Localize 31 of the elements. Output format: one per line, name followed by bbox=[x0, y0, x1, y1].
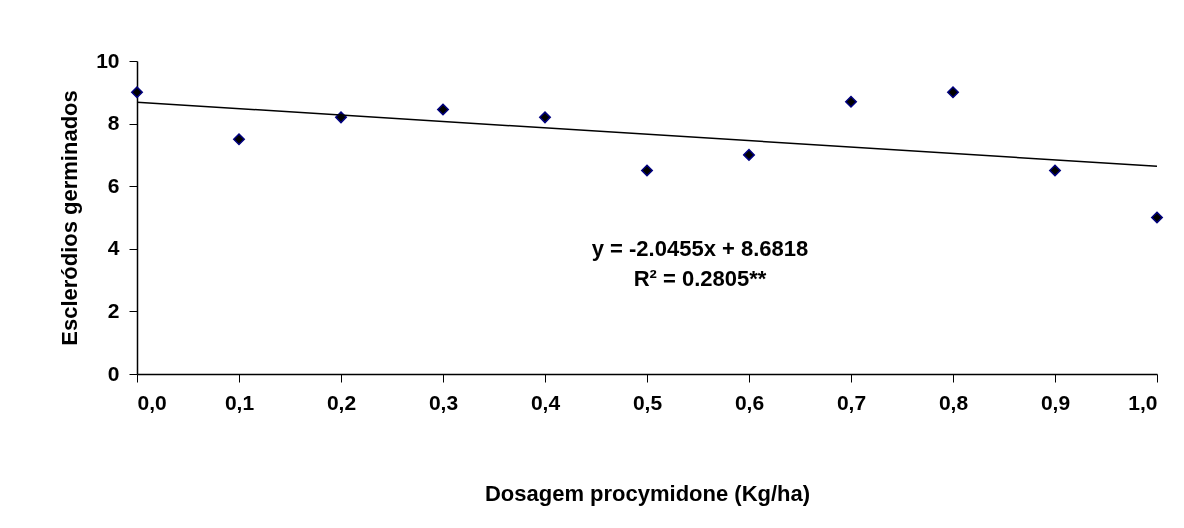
x-tick-label: 0,4 bbox=[530, 390, 561, 414]
y-tick-label: 8 bbox=[107, 111, 120, 135]
point bbox=[233, 133, 245, 146]
x-tick-label: 0,6 bbox=[734, 390, 765, 414]
point bbox=[845, 95, 857, 108]
y-tick-label: 10 bbox=[96, 48, 120, 72]
x-tick-label: 0,9 bbox=[1040, 390, 1071, 414]
annotation: y = -2.0455x + 8.6818 bbox=[591, 236, 809, 261]
x-tick-label: 0,8 bbox=[938, 390, 969, 414]
x-tick-label: 0,5 bbox=[632, 390, 663, 414]
y-tick-label: 2 bbox=[107, 298, 120, 322]
y-tick-label: 4 bbox=[107, 236, 120, 260]
x-tick-label: 0,2 bbox=[326, 390, 357, 414]
point bbox=[947, 86, 959, 99]
y-tick-label: 0 bbox=[107, 361, 120, 385]
y-axis-title: Escleródios germinados bbox=[57, 90, 83, 346]
point bbox=[1049, 164, 1061, 177]
x-tick-label: 0,3 bbox=[428, 390, 459, 414]
x-axis-title: Dosagem procymidone (Kg/ha) bbox=[484, 480, 811, 506]
point bbox=[437, 103, 449, 116]
point bbox=[131, 86, 143, 99]
x-tick-label: 0,1 bbox=[224, 390, 255, 414]
x-tick-label: 1,0 bbox=[1128, 390, 1158, 414]
point bbox=[539, 111, 551, 124]
point bbox=[743, 148, 755, 161]
x-tick-label: 0,7 bbox=[836, 390, 867, 414]
point bbox=[641, 164, 653, 177]
point bbox=[1151, 211, 1163, 224]
y-tick-label: 6 bbox=[107, 173, 120, 197]
annotation: R² = 0.2805** bbox=[633, 266, 767, 291]
x-tick-label: 0,0 bbox=[137, 390, 167, 414]
